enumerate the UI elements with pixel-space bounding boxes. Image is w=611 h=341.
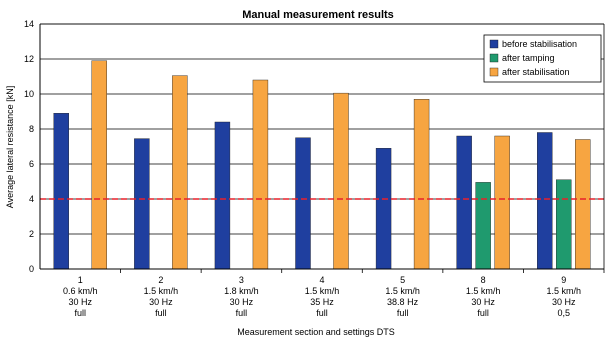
x-tick-label: 3 1.8 km/h 30 Hz full — [224, 275, 259, 318]
y-tick-label: 4 — [29, 194, 34, 204]
bar-1-4 — [295, 137, 311, 270]
x-tick-label-line: full — [397, 308, 409, 318]
x-tick-label-line: 2 — [158, 275, 163, 285]
bar-3-4 — [333, 92, 349, 270]
x-tick-label-line: 1.8 km/h — [224, 286, 259, 296]
x-tick-label-line: 1.5 km/h — [385, 286, 420, 296]
x-tick-label: 2 1.5 km/h 30 Hz full — [144, 275, 179, 318]
bar-3-3 — [252, 79, 269, 270]
chart-title: Manual measurement results — [242, 9, 394, 21]
legend: before stabilisation after tamping after s… — [483, 34, 602, 83]
bar-2-6 — [475, 182, 491, 270]
x-tick-label-line: 4 — [319, 275, 324, 285]
bars — [53, 60, 591, 270]
x-tick-label-line: 30 Hz — [230, 297, 254, 307]
x-tick-label-line: full — [155, 308, 167, 318]
x-tick-label: 9 1.5 km/h 30 Hz 0,5 — [546, 275, 581, 318]
x-tick-label-line: 1.5 km/h — [466, 286, 501, 296]
bar-1-1 — [53, 113, 69, 270]
legend-label: after tamping — [502, 53, 555, 63]
axes — [39, 23, 605, 273]
x-tick-label-line: 1.5 km/h — [305, 286, 340, 296]
x-tick-label-line: full — [75, 308, 87, 318]
x-tick-label-line: 30 Hz — [471, 297, 495, 307]
x-tick-label-line: 30 Hz — [69, 297, 93, 307]
x-tick-label-line: full — [477, 308, 489, 318]
x-tick-label: 5 1.5 km/h 38.8 Hz full — [385, 275, 420, 318]
x-tick-label: 1 0.6 km/h 30 Hz full — [63, 275, 98, 318]
y-tick-label: 2 — [29, 229, 34, 239]
bar-1-7 — [537, 132, 553, 270]
y-axis-label: Average lateral resistance [kN] — [5, 86, 15, 208]
bar-1-5 — [375, 148, 392, 270]
x-axis-label: Measurement section and settings DTS — [237, 327, 395, 337]
legend-label: before stabilisation — [502, 39, 577, 49]
bar-3-6 — [494, 135, 510, 270]
x-tick-label-line: full — [316, 308, 328, 318]
bar-1-3 — [214, 121, 231, 270]
bar-1-6 — [456, 135, 472, 270]
legend-swatch — [489, 39, 499, 49]
legend-label: after stabilisation — [502, 67, 570, 77]
bar-2-7 — [556, 179, 572, 270]
bar-1-2 — [134, 138, 150, 270]
bar-3-2 — [172, 75, 188, 270]
bar-3-1 — [91, 60, 107, 270]
x-tick-label-line: 38.8 Hz — [387, 297, 419, 307]
y-tick-label: 10 — [24, 89, 34, 99]
y-tick-label: 8 — [29, 124, 34, 134]
legend-swatch — [489, 67, 499, 77]
x-tick-label-line: 3 — [239, 275, 244, 285]
x-tick-label-line: 5 — [400, 275, 405, 285]
x-tick-label-line: 1.5 km/h — [144, 286, 179, 296]
x-tick-label-line: 0,5 — [557, 308, 570, 318]
y-tick-label: 14 — [24, 19, 34, 29]
y-tick-labels: 0 2 4 6 8 10 12 14 — [24, 19, 34, 274]
y-tick-label: 12 — [24, 54, 34, 64]
legend-swatch — [489, 53, 499, 63]
x-tick-label-line: full — [236, 308, 248, 318]
x-tick-label-line: 9 — [561, 275, 566, 285]
x-tick-label: 8 1.5 km/h 30 Hz full — [466, 275, 501, 318]
legend-box — [483, 34, 602, 83]
x-tick-label-line: 30 Hz — [552, 297, 576, 307]
x-tick-label-line: 30 Hz — [149, 297, 173, 307]
legend-items: before stabilisation after tamping after s… — [489, 39, 577, 77]
bar-3-7 — [575, 139, 591, 270]
x-tick-label-line: 1.5 km/h — [546, 286, 581, 296]
x-tick-label-line: 0.6 km/h — [63, 286, 98, 296]
y-tick-label: 0 — [29, 264, 34, 274]
x-tick-label-line: 8 — [481, 275, 486, 285]
bar-3-5 — [413, 99, 430, 270]
x-tick-label: 4 1.5 km/h 35 Hz full — [305, 275, 340, 318]
x-tick-label-line: 35 Hz — [310, 297, 334, 307]
y-tick-label: 6 — [29, 159, 34, 169]
x-tick-label-line: 1 — [78, 275, 83, 285]
